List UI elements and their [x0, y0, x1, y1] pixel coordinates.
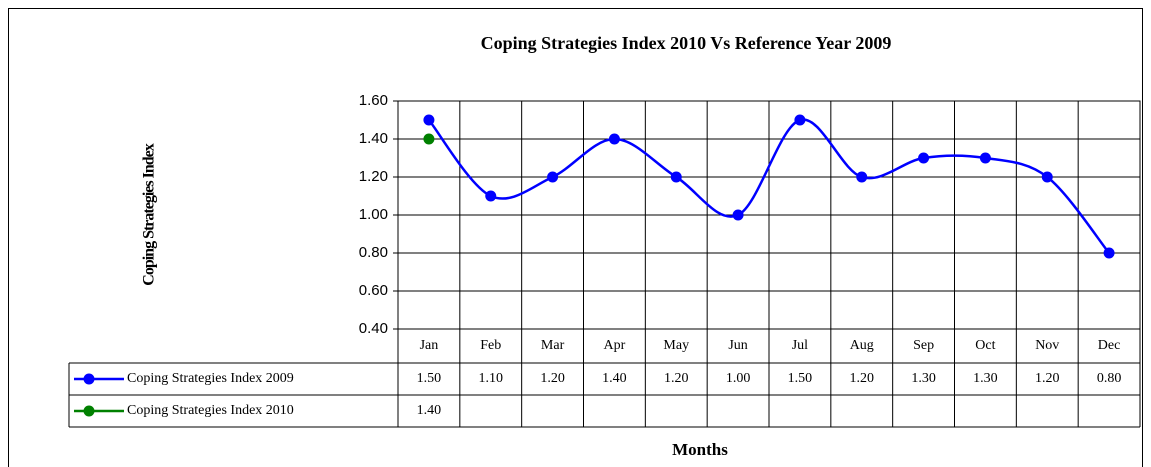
data-point — [918, 152, 930, 164]
table-value: 1.40 — [602, 371, 627, 386]
data-point — [794, 114, 806, 126]
y-tick-label: 1.60 — [359, 92, 388, 109]
table-value: 1.30 — [973, 371, 998, 386]
data-point — [856, 171, 868, 183]
table-value: 1.50 — [788, 371, 813, 386]
table-value: 1.00 — [726, 371, 751, 386]
x-tick-label: May — [663, 338, 689, 353]
x-tick-label: Nov — [1035, 338, 1059, 353]
x-tick-label: Oct — [975, 338, 995, 353]
table-value: 1.10 — [479, 371, 504, 386]
x-axis-label: Months — [672, 440, 728, 459]
data-point — [485, 190, 497, 202]
data-point — [732, 209, 744, 221]
table-value: 1.50 — [417, 371, 442, 386]
x-tick-label: Sep — [913, 338, 934, 353]
x-tick-label: Dec — [1098, 338, 1121, 353]
x-tick-label: Jul — [792, 338, 808, 353]
y-tick-label: 1.20 — [359, 168, 388, 185]
y-tick-label: 0.80 — [359, 244, 388, 261]
table-value: 1.20 — [1035, 371, 1060, 386]
chart-border — [8, 8, 1143, 467]
y-tick-label: 1.40 — [359, 130, 388, 147]
table-value: 1.40 — [417, 403, 442, 418]
x-tick-label: Apr — [604, 338, 626, 353]
data-point — [608, 133, 620, 145]
data-point — [979, 152, 991, 164]
table-value: 1.20 — [850, 371, 875, 386]
data-point — [547, 171, 559, 183]
table-value: 0.80 — [1097, 371, 1122, 386]
y-tick-label: 0.40 — [359, 320, 388, 337]
y-tick-label: 0.60 — [359, 282, 388, 299]
legend-label: Coping Strategies Index 2010 — [127, 403, 294, 418]
x-tick-label: Feb — [480, 338, 501, 353]
legend-label: Coping Strategies Index 2009 — [127, 371, 294, 386]
y-tick-label: 1.00 — [359, 206, 388, 223]
data-point — [670, 171, 682, 183]
data-point — [423, 133, 435, 145]
y-axis-label: Coping Strategies Index — [141, 143, 158, 285]
x-tick-label: Aug — [850, 338, 874, 353]
table-value: 1.30 — [911, 371, 936, 386]
data-point — [1103, 247, 1115, 259]
data-point — [423, 114, 435, 126]
chart-title: Coping Strategies Index 2010 Vs Referenc… — [481, 33, 892, 53]
table-value: 1.20 — [540, 371, 565, 386]
x-tick-label: Mar — [541, 338, 565, 353]
table-value: 1.20 — [664, 371, 689, 386]
data-point — [1041, 171, 1053, 183]
legend-marker — [83, 405, 95, 417]
x-tick-label: Jan — [420, 338, 439, 353]
x-tick-label: Jun — [728, 338, 747, 353]
legend-marker — [83, 373, 95, 385]
